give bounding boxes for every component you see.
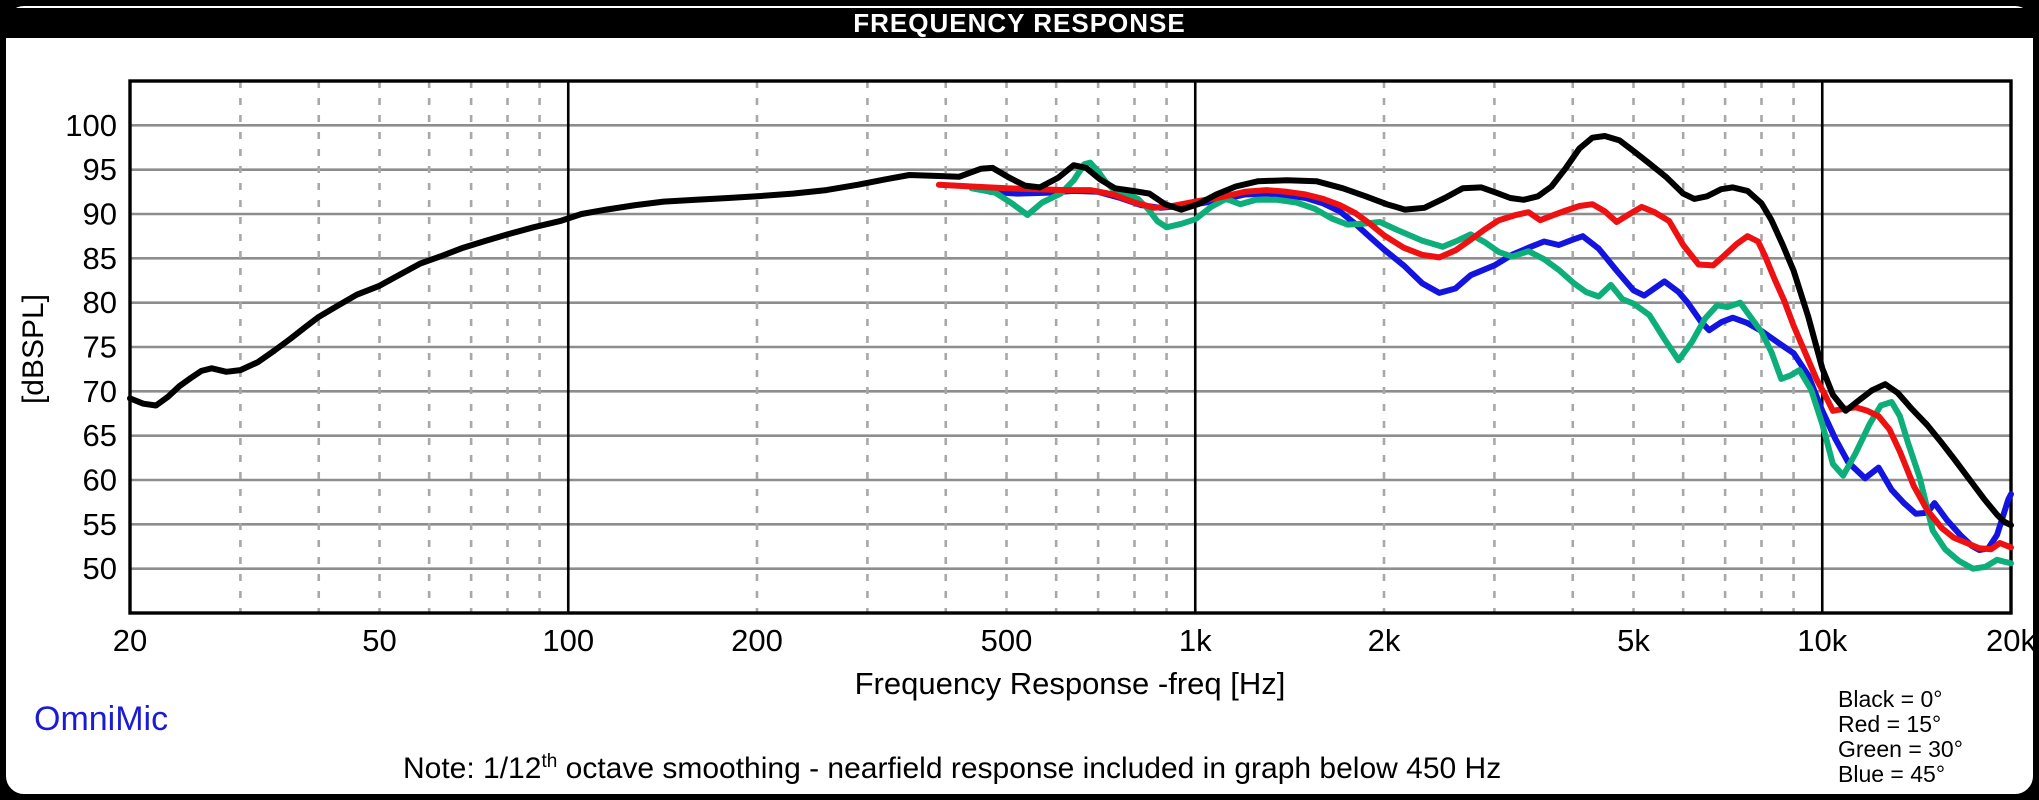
- y-tick-label-70: 70: [83, 374, 117, 409]
- x-tick-label-50: 50: [362, 623, 396, 658]
- y-tick-label-85: 85: [83, 241, 117, 276]
- curve-black: [127, 133, 2014, 529]
- x-tick-label-2k: 2k: [1368, 623, 1401, 658]
- y-tick-label-100: 100: [65, 108, 117, 143]
- y-tick-label-60: 60: [83, 463, 117, 498]
- curve-blue: [986, 187, 2014, 553]
- chart-title-bar: FREQUENCY RESPONSE: [4, 8, 2035, 38]
- x-tick-label-10k: 10k: [1797, 623, 1847, 658]
- x-axis-title: Frequency Response -freq [Hz]: [854, 666, 1286, 701]
- y-axis-title: [dBSPL]: [17, 293, 50, 405]
- note-superscript: th: [541, 751, 558, 772]
- legend-item-black: Black = 0°: [1838, 686, 1943, 712]
- note-prefix: Note: 1/12: [403, 752, 542, 785]
- y-tick-label-75: 75: [83, 330, 117, 365]
- x-tick-label-5k: 5k: [1617, 623, 1650, 658]
- y-tick-label-80: 80: [83, 285, 117, 320]
- x-tick-label-20: 20: [113, 623, 147, 658]
- omnimic-logo: OmniMic: [34, 700, 169, 738]
- curve-green: [968, 159, 2014, 572]
- x-tick-label-1k: 1k: [1179, 623, 1212, 658]
- legend-item-blue: Blue = 45°: [1838, 761, 1946, 787]
- angle-legend: Black = 0° Red = 15° Green = 30° Blue = …: [1838, 687, 1963, 787]
- legend-item-green: Green = 30°: [1838, 736, 1963, 762]
- y-tick-label-50: 50: [83, 551, 117, 586]
- y-tick-label-65: 65: [83, 418, 117, 453]
- legend-item-red: Red = 15°: [1838, 711, 1942, 737]
- curve-red: [935, 181, 2014, 553]
- x-tick-label-500: 500: [981, 623, 1033, 658]
- y-tick-label-55: 55: [83, 507, 117, 542]
- x-tick-label-100: 100: [542, 623, 594, 658]
- plot-border: [128, 79, 2013, 615]
- x-tick-label-200: 200: [731, 623, 783, 658]
- smoothing-note: Note: 1/12th octave smoothing - nearfiel…: [403, 751, 1501, 786]
- y-tick-label-90: 90: [83, 197, 117, 232]
- y-tick-label-95: 95: [83, 152, 117, 187]
- x-tick-label-20k: 20k: [1986, 623, 2036, 658]
- note-suffix: octave smoothing - nearfield response in…: [557, 752, 1502, 785]
- chart-title: FREQUENCY RESPONSE: [853, 7, 1186, 38]
